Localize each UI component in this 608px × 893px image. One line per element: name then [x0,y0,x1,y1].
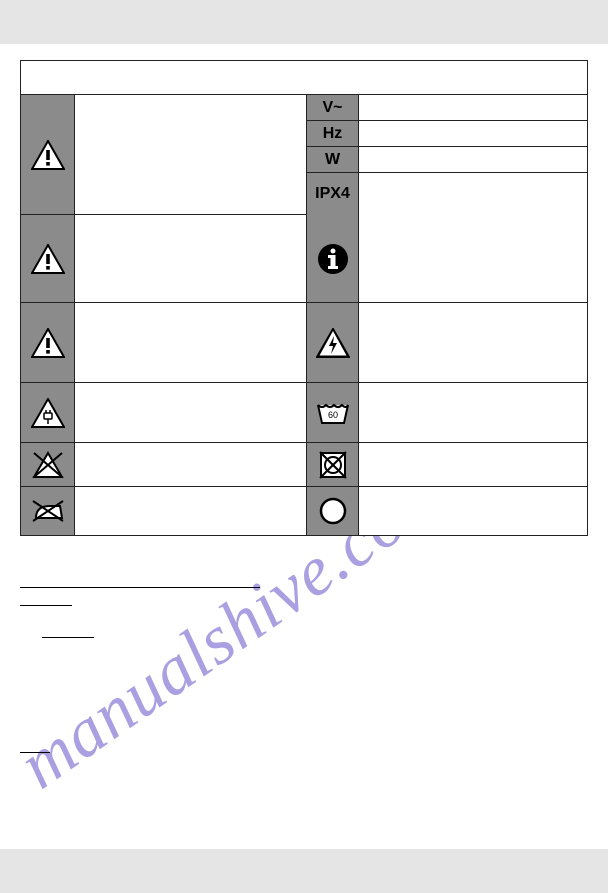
page-top-bar [0,0,608,44]
text-underline [20,587,260,588]
ipx-value [359,173,587,215]
cell-desc-right [359,303,587,382]
text-underline [20,752,50,753]
cell-icon-left [21,303,75,382]
cell-icon-left [21,383,75,442]
wash-basin-icon: 60 [315,399,351,427]
table-row [21,443,587,487]
cell-desc-left [75,443,307,486]
cell-icon-right [307,487,359,535]
spec-row-hz: Hz [307,121,587,147]
hz-label: Hz [307,121,359,146]
ipx-label: IPX4 [307,173,359,215]
warning-icon [31,140,65,170]
hz-value [359,121,587,146]
cell-desc-right [359,383,587,442]
voltage-warning-icon [316,328,350,358]
cell-desc-left [75,383,307,442]
volt-value [359,95,587,120]
table-row: 60 [21,383,587,443]
svg-text:60: 60 [327,410,337,420]
cell-desc-left [75,95,307,214]
watt-label: W [307,147,359,172]
cell-desc-right [359,487,587,535]
cell-desc-left [75,303,307,382]
table-header-row [21,61,587,95]
plug-warning-icon [31,398,65,428]
cell-icon-right [307,303,359,382]
cell-desc-right [359,215,587,302]
no-bleach-icon [31,450,65,480]
symbols-table: V~ Hz W IPX4 [20,60,588,536]
no-iron-icon [30,498,66,524]
cell-desc-left [75,215,307,302]
warning-icon [31,244,65,274]
cell-icon-right [307,443,359,486]
text-underline [42,637,94,638]
cell-icon-left [21,215,75,302]
cell-icon-left [21,487,75,535]
cell-icon-left [21,443,75,486]
cell-icon-left [21,95,75,214]
cell-icon-right: 60 [307,383,359,442]
table-row [21,487,587,535]
spec-row-ipx: IPX4 [307,173,587,215]
page-bottom-bar [0,849,608,893]
table-row [21,303,587,383]
info-icon [316,242,350,276]
table-row [21,215,587,303]
cell-icon-right [307,215,359,302]
plain-circle-icon [318,496,348,526]
watt-value [359,147,587,172]
spec-row-volt: V~ [307,95,587,121]
warning-icon [31,328,65,358]
spec-row-watt: W [307,147,587,173]
table-row: V~ Hz W IPX4 [21,95,587,215]
cell-desc-right [359,443,587,486]
cell-desc-left [75,487,307,535]
no-tumble-dry-icon [318,450,348,480]
text-underline [20,605,72,606]
volt-label: V~ [307,95,359,120]
